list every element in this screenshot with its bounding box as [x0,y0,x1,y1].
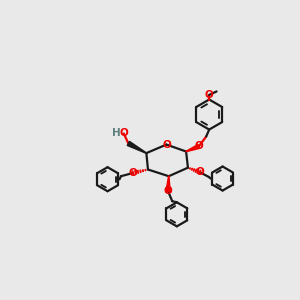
Polygon shape [127,141,146,153]
Text: O: O [162,140,171,150]
Text: O: O [164,186,172,196]
Text: O: O [194,141,203,152]
Text: H: H [112,128,121,139]
Text: O: O [205,90,214,100]
Text: O: O [119,128,128,139]
Polygon shape [186,145,200,152]
Polygon shape [166,176,170,191]
Text: O: O [129,168,137,178]
Text: O: O [196,167,204,177]
